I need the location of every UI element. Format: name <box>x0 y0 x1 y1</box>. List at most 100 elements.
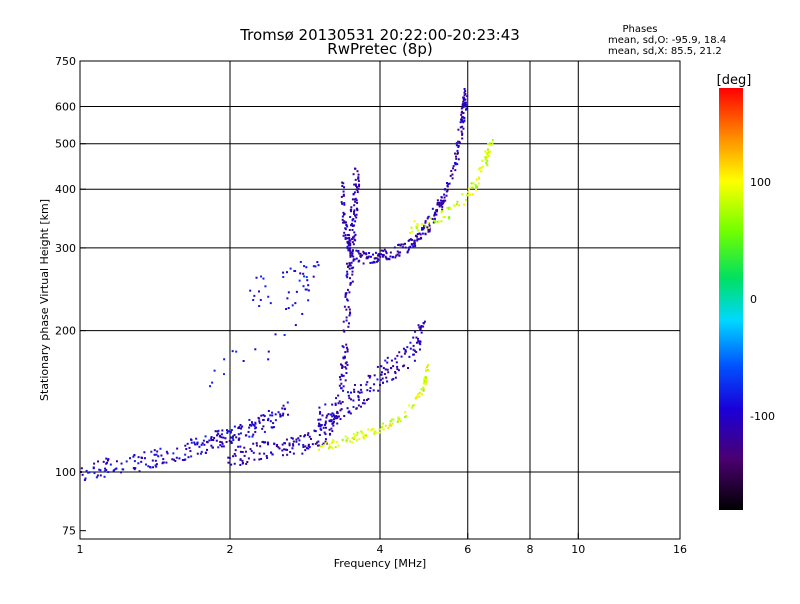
echo-point <box>248 426 251 429</box>
echo-point <box>333 416 336 419</box>
echo-point <box>418 391 421 394</box>
echo-point <box>206 448 209 451</box>
echo-point <box>342 211 345 214</box>
echo-point <box>220 433 223 436</box>
echo-point <box>366 389 369 392</box>
echo-point <box>350 208 353 211</box>
echo-point <box>420 393 423 396</box>
echo-point <box>356 189 359 192</box>
echo-point <box>324 438 327 441</box>
echo-point <box>349 440 352 443</box>
echo-point <box>467 187 470 190</box>
echo-point <box>452 167 455 170</box>
echo-point <box>258 420 261 423</box>
echo-point <box>420 388 423 391</box>
echo-point <box>319 410 322 413</box>
echo-point <box>292 443 295 446</box>
echo-point <box>283 408 286 411</box>
echo-point <box>233 425 236 428</box>
echo-point <box>456 200 459 203</box>
echo-point <box>341 374 344 377</box>
echo-point <box>252 299 255 302</box>
echo-point <box>346 270 349 273</box>
echo-point <box>344 351 347 354</box>
echo-point <box>390 367 393 370</box>
echo-point <box>322 444 325 447</box>
echo-point <box>355 199 358 202</box>
echo-point <box>279 415 282 418</box>
echo-point <box>423 378 426 381</box>
echo-point <box>199 452 202 455</box>
echo-point <box>467 190 470 193</box>
echo-point <box>282 404 285 407</box>
echo-point <box>396 250 399 253</box>
echo-point <box>351 280 354 283</box>
echo-point <box>361 402 364 405</box>
echo-point <box>463 116 466 119</box>
echo-point <box>336 441 339 444</box>
echo-point <box>422 325 425 328</box>
echo-point <box>227 456 230 459</box>
echo-point <box>472 182 475 185</box>
echo-point <box>322 426 325 429</box>
echo-point <box>277 446 280 449</box>
echo-point <box>324 403 327 406</box>
echo-point <box>133 468 136 471</box>
echo-point <box>330 419 333 422</box>
echo-point <box>440 220 443 223</box>
echo-point <box>279 413 282 416</box>
echo-point <box>425 369 428 372</box>
echo-point <box>351 241 354 244</box>
echo-point <box>463 105 466 108</box>
echo-point <box>481 165 484 168</box>
echo-point <box>200 443 203 446</box>
x-tick-label: 8 <box>527 543 534 556</box>
echo-point <box>287 291 290 294</box>
echo-point <box>297 443 300 446</box>
echo-point <box>447 183 450 186</box>
echo-point <box>302 445 305 448</box>
echo-point <box>241 461 244 464</box>
echo-point <box>423 225 426 228</box>
echo-point <box>397 418 400 421</box>
echo-point <box>366 381 369 384</box>
echo-point <box>357 173 360 176</box>
echo-point <box>286 448 289 451</box>
echo-point <box>99 469 102 472</box>
echo-point <box>367 428 370 431</box>
echo-point <box>282 271 285 274</box>
echo-point <box>283 441 286 444</box>
echo-point <box>347 249 350 252</box>
echo-point <box>381 422 384 425</box>
echo-point <box>353 438 356 441</box>
echo-point <box>376 254 379 257</box>
echo-point <box>237 445 240 448</box>
echo-point <box>477 176 480 179</box>
echo-point <box>232 435 235 438</box>
x-tick-label: 10 <box>571 543 585 556</box>
echo-point <box>132 467 135 470</box>
echo-point <box>233 433 236 436</box>
echo-point <box>184 453 187 456</box>
echo-point <box>304 449 307 452</box>
axis-ticks: 1 2 4 6 8 10 16 75 100 200 300 400 500 600 750 <box>55 55 687 556</box>
echo-point <box>274 413 277 416</box>
echo-point <box>353 235 356 238</box>
echo-point <box>345 308 348 311</box>
echo-point <box>309 437 312 440</box>
echo-point <box>461 116 464 119</box>
echo-point <box>154 459 157 462</box>
echo-point <box>331 441 334 444</box>
echo-point <box>222 373 225 376</box>
echo-point <box>239 432 242 435</box>
echo-point <box>413 359 416 362</box>
echo-point <box>443 216 446 219</box>
echo-point <box>382 428 385 431</box>
echo-point <box>345 316 348 319</box>
echo-point <box>389 251 392 254</box>
echo-point <box>415 225 418 228</box>
chart-title: Tromsø 20130531 20:22:00-20:23:43 <box>239 26 520 44</box>
echo-point <box>440 204 443 207</box>
echo-point <box>210 436 213 439</box>
echo-point <box>413 243 416 246</box>
